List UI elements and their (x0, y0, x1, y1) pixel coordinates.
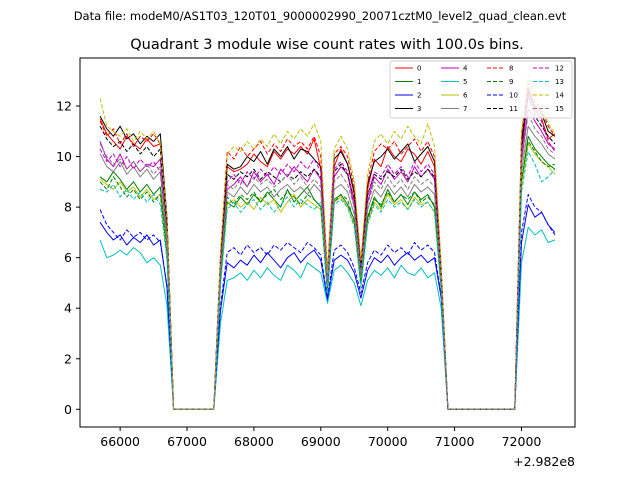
x-tick-label: 69000 (301, 434, 341, 449)
y-tick-label: 6 (64, 250, 72, 265)
legend-label-9: 9 (509, 78, 513, 86)
chart-suptitle: Data file: modeM0/AS1T03_120T01_90000029… (74, 9, 567, 23)
x-tick-label: 70000 (368, 434, 408, 449)
y-tick-label: 4 (64, 301, 72, 316)
y-tick-label: 12 (56, 99, 72, 114)
y-tick-label: 10 (56, 149, 72, 164)
legend-label-2: 2 (417, 92, 421, 100)
x-tick-label: 71000 (435, 434, 475, 449)
x-tick-label: 68000 (234, 434, 274, 449)
legend-box (389, 60, 573, 119)
legend-label-8: 8 (509, 65, 513, 73)
legend-label-3: 3 (417, 105, 421, 113)
legend-label-1: 1 (417, 78, 421, 86)
legend-label-5: 5 (463, 78, 467, 86)
x-tick-label: 72000 (502, 434, 542, 449)
legend-label-14: 14 (555, 92, 564, 100)
y-tick-label: 0 (64, 402, 72, 417)
legend-label-11: 11 (509, 105, 518, 113)
y-axis: 0 2 4 6 8 10 12 (56, 99, 80, 417)
y-tick-label: 2 (64, 351, 72, 366)
series-layer (99, 75, 556, 410)
legend-label-12: 12 (555, 65, 564, 73)
legend-label-15: 15 (555, 105, 564, 113)
x-axis: 66000 67000 68000 69000 70000 71000 72000 (100, 427, 541, 449)
x-tick-label: 66000 (100, 434, 140, 449)
x-tick-label: 67000 (167, 434, 207, 449)
chart-title: Quadrant 3 module wise count rates with … (130, 37, 524, 53)
legend-label-10: 10 (509, 92, 518, 100)
plot-frame (79, 57, 576, 428)
y-tick-label: 8 (64, 200, 72, 215)
legend-label-6: 6 (463, 92, 468, 100)
legend-label-0: 0 (417, 65, 421, 73)
series-line-15 (99, 113, 556, 410)
legend-label-7: 7 (463, 105, 467, 113)
legend-label-13: 13 (555, 78, 564, 86)
legend-label-4: 4 (463, 65, 468, 73)
x-offset-label: +2.982e8 (513, 454, 575, 469)
